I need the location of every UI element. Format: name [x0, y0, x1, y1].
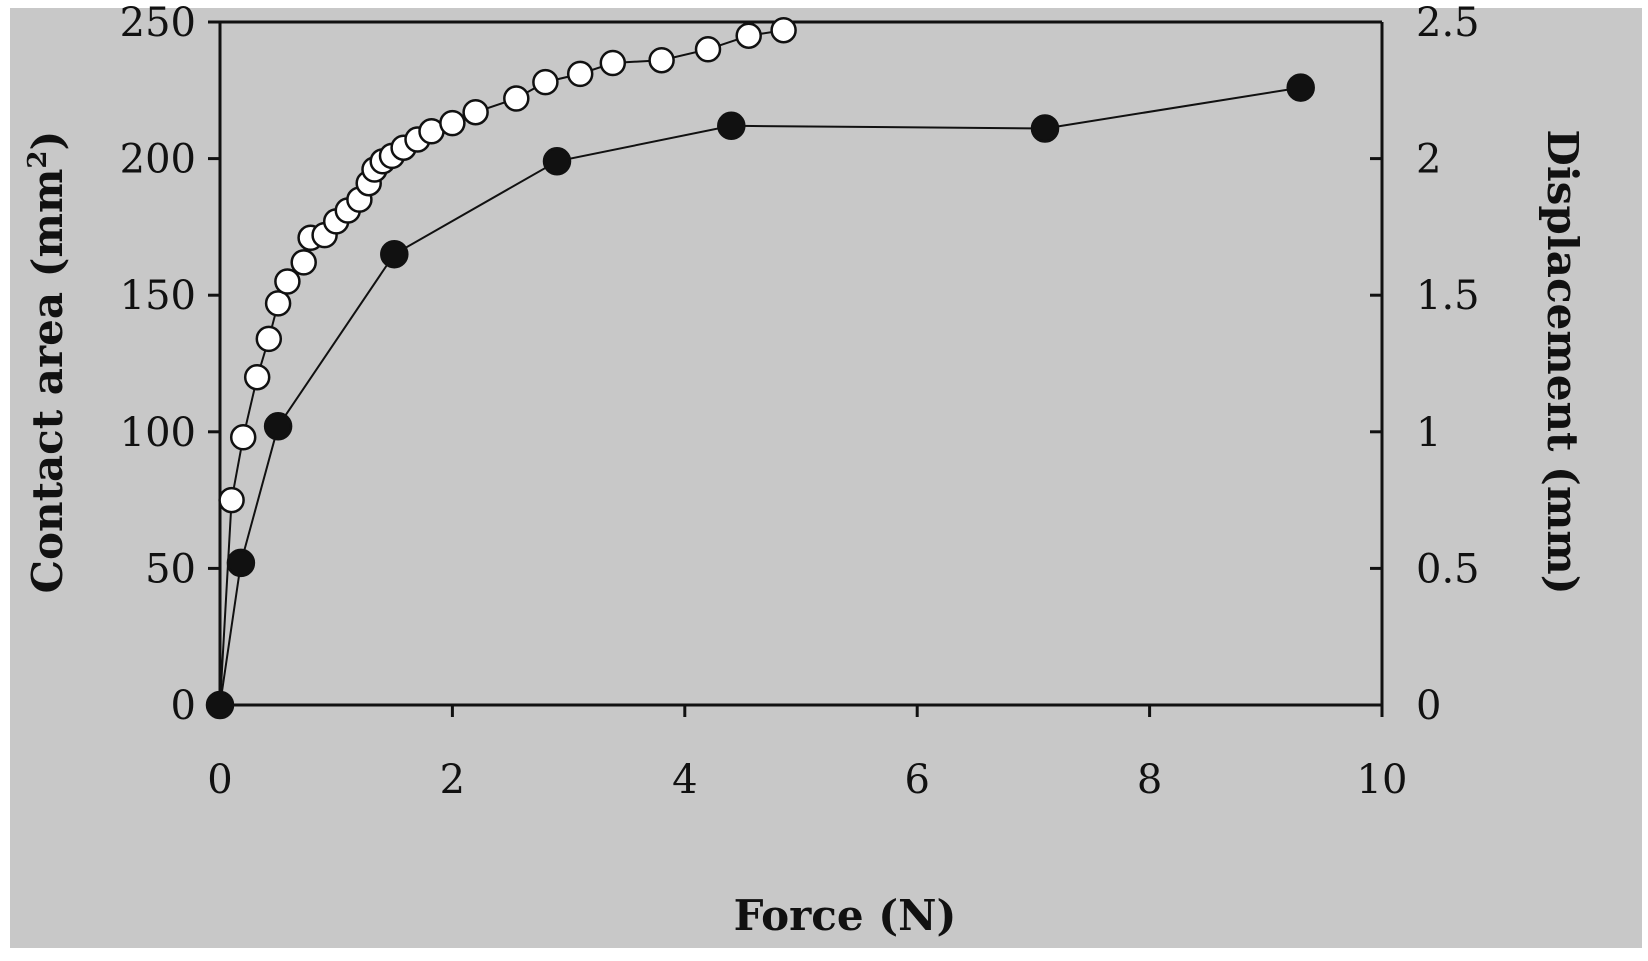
- displacement-point: [735, 22, 762, 49]
- displacement-point: [503, 85, 530, 112]
- contact-area-point: [205, 690, 235, 720]
- displacement-point: [218, 486, 245, 514]
- y-left-tick-label: 250: [120, 0, 196, 46]
- x-tick-label: 4: [672, 757, 697, 803]
- x-tick-label: 2: [440, 757, 465, 803]
- y-right-tick-label: 0.5: [1416, 546, 1480, 592]
- displacement-point: [694, 36, 722, 63]
- y-left-title-text: Contact area (mm: [23, 169, 72, 594]
- plot-background: [10, 8, 1642, 948]
- displacement-point: [532, 68, 559, 96]
- y-right-tick-label: 1.5: [1416, 273, 1480, 319]
- y-right-tick-label: 2.5: [1416, 0, 1480, 46]
- contact-area-series-line: [219, 86, 1301, 706]
- y-right-tick-label: 2: [1416, 137, 1441, 183]
- y-left-tick-label: 150: [120, 273, 196, 319]
- contact-area-point: [263, 412, 293, 441]
- y-left-tick-label: 50: [145, 546, 196, 592]
- displacement-point: [770, 16, 797, 44]
- axes-group: [208, 20, 1384, 717]
- y-right-axis-title: Displacement (mm): [1538, 129, 1587, 594]
- displacement-point: [274, 268, 301, 295]
- y-left-tick-label: 200: [120, 137, 196, 183]
- x-tick-label: 10: [1357, 757, 1408, 803]
- contact-area-point: [542, 147, 572, 176]
- displacement-point: [648, 46, 675, 74]
- x-tick-label: 0: [207, 757, 232, 803]
- contact-area-point: [717, 111, 746, 141]
- displacement-point: [439, 109, 466, 137]
- contact-area-point: [1030, 114, 1060, 143]
- contact-area-point: [1286, 73, 1315, 102]
- series-markers: [205, 16, 1315, 720]
- displacement-point: [264, 290, 292, 317]
- x-tick-label: 6: [904, 757, 929, 803]
- x-tick-label: 8: [1137, 757, 1162, 803]
- contact-area-point: [226, 548, 256, 578]
- displacement-point: [462, 98, 489, 126]
- displacement-point: [566, 60, 594, 88]
- y-left-title-superscript: 2: [23, 150, 53, 168]
- displacement-point: [290, 249, 317, 276]
- y-right-tick-label: 0: [1416, 683, 1441, 729]
- contact-area-point: [380, 239, 409, 269]
- x-axis-title: Force (N): [734, 891, 957, 940]
- displacement-point: [255, 325, 283, 353]
- y-right-tick-label: 1: [1416, 410, 1441, 456]
- y-left-tick-label: 0: [171, 683, 196, 729]
- y-left-title-suffix: ): [23, 131, 72, 151]
- y-left-tick-label: 100: [120, 410, 196, 456]
- displacement-point: [599, 49, 627, 77]
- displacement-point: [243, 363, 271, 391]
- y-left-axis-title: Contact area (mm2): [23, 131, 72, 594]
- displacement-point: [229, 424, 257, 451]
